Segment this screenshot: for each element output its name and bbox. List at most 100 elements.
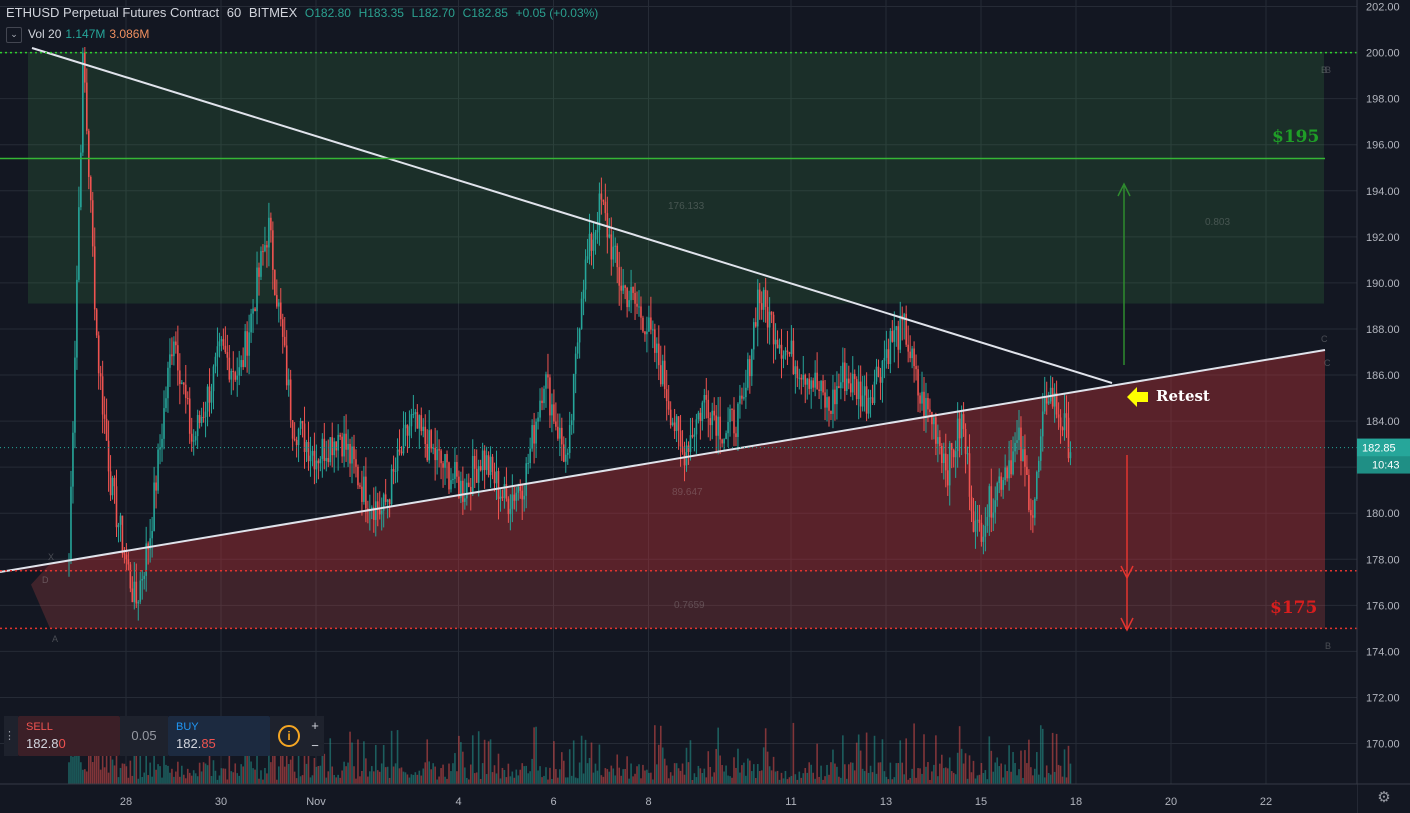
volume-bar (345, 766, 347, 784)
volume-bar (333, 774, 336, 784)
candle-body (264, 245, 266, 252)
volume-bar (68, 762, 70, 784)
candle-body (188, 398, 191, 434)
support-trendline[interactable] (0, 349, 1326, 573)
plus-icon[interactable]: + (311, 718, 319, 733)
candle-body (78, 207, 80, 280)
volume-bar (620, 775, 622, 784)
time-axis[interactable]: 28 30 Nov 4 6 8 11 13 15 18 20 22 (0, 783, 1410, 813)
drag-handle-icon[interactable]: ⋮⋮ (4, 716, 26, 756)
volume-bar (1039, 725, 1042, 784)
volume-bar (782, 778, 785, 784)
candle-body (1036, 472, 1038, 499)
volume-bar (204, 763, 207, 784)
quantity-stepper[interactable]: + − (306, 716, 324, 756)
candle-body (1022, 449, 1024, 461)
candle-body (230, 370, 233, 380)
price-tick-label: 188.00 (1366, 324, 1400, 336)
high-value: H183.35 (358, 6, 404, 20)
volume-bar (788, 777, 791, 784)
candle-body (721, 439, 723, 444)
volume-bar (309, 777, 312, 784)
time-tick-label: 15 (975, 796, 987, 808)
volume-bar (697, 765, 700, 784)
volume-bar (1051, 732, 1054, 784)
volume-bar (376, 770, 379, 784)
volume-bar (853, 770, 856, 784)
volume-bar (661, 747, 664, 784)
trade-panel: ⋮⋮ SELL 182.80 0.05 BUY 182.85 i + − (4, 716, 324, 756)
symbol-title[interactable]: ETHUSD Perpetual Futures Contract (6, 5, 220, 20)
candle-body (561, 427, 563, 445)
candle-body (747, 359, 749, 388)
candle-body (952, 449, 955, 458)
volume-bar (337, 774, 339, 784)
volume-bar (948, 757, 951, 784)
candle-body (1059, 417, 1062, 428)
volume-bar (551, 778, 553, 784)
settings-gear-icon[interactable]: ⚙ (1377, 789, 1391, 806)
candle-body (944, 453, 947, 471)
candle-body (341, 436, 343, 457)
candle-body (913, 348, 915, 367)
chevron-down-icon[interactable]: ⌄ (6, 27, 22, 43)
volume-bar (994, 762, 997, 784)
minus-icon[interactable]: − (311, 738, 319, 753)
candle-body (681, 446, 684, 453)
candle-body (361, 486, 363, 502)
candle-body (329, 437, 332, 463)
candle-body (279, 302, 282, 320)
info-icon: i (278, 725, 300, 747)
candle-body (600, 193, 603, 200)
volume-bar (1069, 763, 1072, 784)
buy-button[interactable]: BUY 182.85 (168, 716, 270, 756)
candle-body (131, 588, 134, 603)
volume-bar (717, 727, 719, 784)
info-button[interactable]: i (270, 716, 306, 756)
volume-bar (234, 763, 237, 784)
candle-body (610, 234, 613, 260)
sell-button[interactable]: SELL 182.80 (18, 716, 120, 756)
faint-letter: B (1325, 65, 1331, 75)
price-axis[interactable]: 170.00 172.00 174.00 176.00 178.00 180.00 182.… (1356, 0, 1410, 813)
candle-body (196, 415, 199, 437)
volume-bar (113, 765, 116, 784)
volume-bar (849, 762, 852, 784)
volume-bar (574, 777, 577, 784)
candle-body (942, 453, 945, 464)
candle-body (756, 289, 759, 327)
candle-body (396, 449, 399, 472)
volume-bar (859, 750, 862, 784)
candle-body (236, 375, 239, 380)
candle-body (802, 374, 805, 380)
volume-bar (295, 778, 298, 784)
volume-label[interactable]: Vol 20 (28, 27, 62, 42)
volume-bar (137, 778, 140, 784)
candle-body (616, 245, 619, 268)
candle-body (956, 418, 959, 452)
candle-body (1024, 449, 1026, 467)
candle-body (212, 366, 215, 392)
candle-body (592, 239, 595, 251)
volume-bar (960, 748, 963, 784)
candles (68, 47, 1072, 621)
candle-body (167, 367, 169, 399)
volume-bar (1030, 767, 1032, 784)
volume-bar (836, 766, 838, 784)
candle-body (792, 340, 795, 375)
interval-label[interactable]: 60 (226, 5, 242, 20)
volume-bar (796, 779, 799, 784)
volume-bar (182, 774, 185, 784)
volume-bar (725, 765, 727, 784)
volume-bar (323, 753, 326, 784)
volume-bar (434, 766, 436, 784)
countdown-badge (1357, 456, 1410, 474)
candle-body (849, 383, 852, 393)
resistance-trendline[interactable] (31, 47, 1113, 384)
volume-bar (909, 778, 911, 784)
volume-bar (369, 771, 371, 784)
candle-body (315, 460, 318, 470)
candle-body (644, 331, 646, 335)
candle-body (151, 530, 153, 539)
